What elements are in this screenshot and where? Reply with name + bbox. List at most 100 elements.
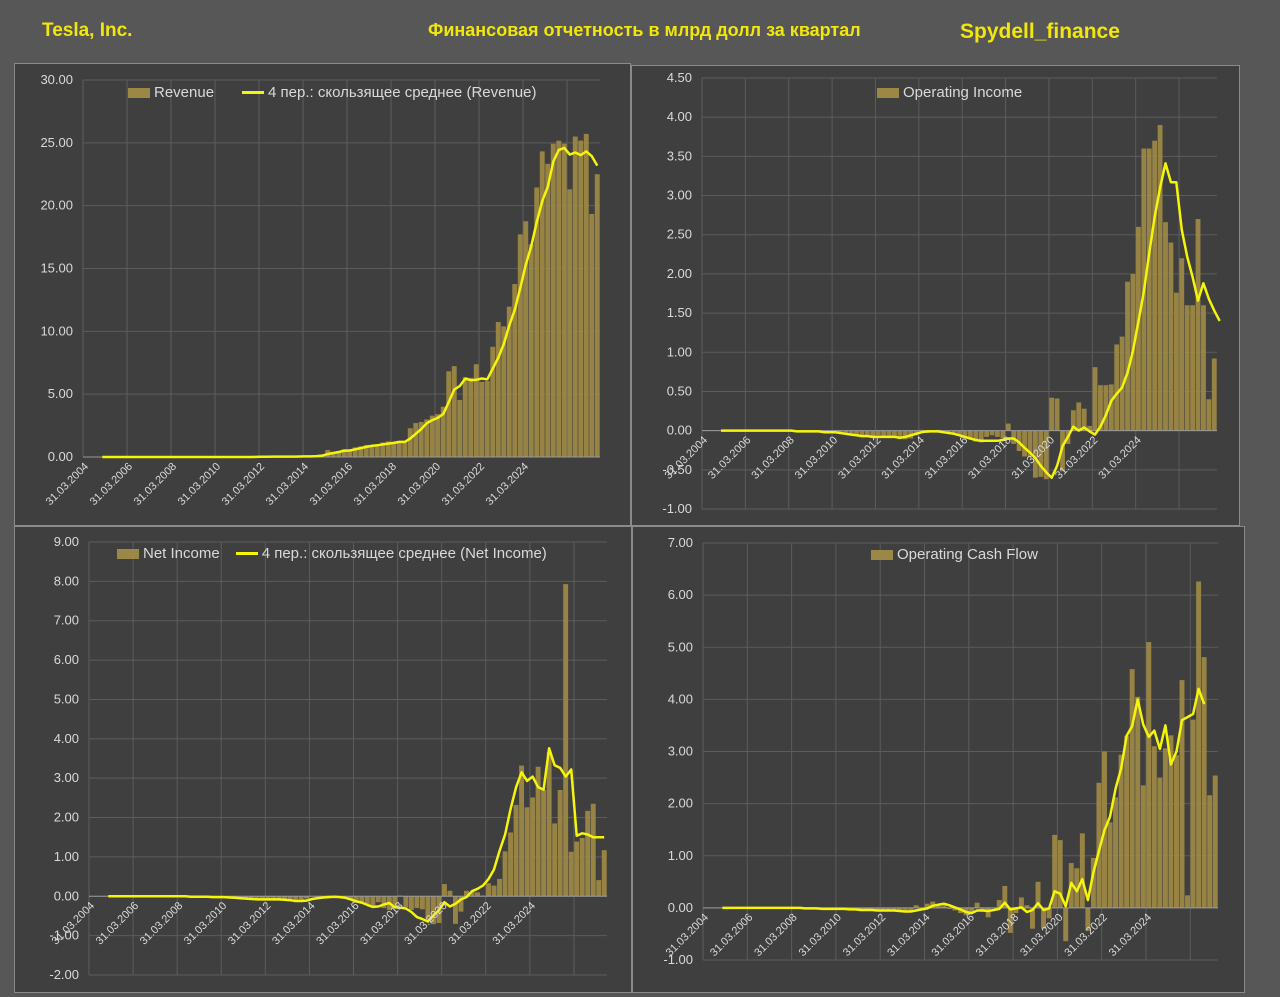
- bar: [458, 896, 464, 912]
- x-tick-label: 31.03.2022: [440, 461, 487, 508]
- bar: [523, 221, 529, 457]
- bar: [962, 430, 968, 439]
- bar: [1016, 430, 1022, 452]
- x-tick-label: 31.03.2016: [930, 912, 977, 959]
- bar: [1140, 785, 1146, 908]
- y-tick-label: 25.00: [40, 135, 73, 150]
- bar: [535, 766, 541, 897]
- x-tick-label: 31.03.2024: [1096, 434, 1143, 481]
- bar: [1030, 907, 1035, 929]
- legend-bar-swatch: [871, 549, 893, 560]
- y-tick-label: 0.00: [48, 449, 73, 464]
- bar: [385, 441, 391, 457]
- y-tick-label: 4.00: [668, 691, 693, 706]
- bar: [952, 907, 958, 911]
- bar: [880, 907, 886, 910]
- x-tick-label: 31.03.2016: [308, 461, 355, 508]
- y-tick-label: 9.00: [54, 534, 79, 549]
- bar: [567, 189, 573, 457]
- legend-bar-label: Operating Income: [903, 84, 1023, 101]
- bar: [545, 163, 551, 457]
- bar: [594, 174, 600, 457]
- x-tick-label: 31.03.2012: [836, 434, 883, 481]
- x-tick-label: 31.03.2006: [708, 912, 755, 959]
- bar: [984, 430, 990, 437]
- legend-line-label: 4 пер.: скользящее среднее (Net Income): [261, 545, 547, 562]
- y-tick-label: 3.00: [668, 744, 693, 759]
- bar: [1108, 384, 1114, 431]
- bar: [601, 850, 607, 897]
- x-tick-label: 31.03.2016: [314, 900, 361, 947]
- bar: [473, 364, 479, 457]
- bar: [1125, 281, 1130, 431]
- bar: [1085, 907, 1091, 931]
- bar: [418, 421, 424, 457]
- bar: [973, 430, 979, 442]
- bar: [464, 890, 469, 897]
- x-tick-label: 31.03.2012: [841, 912, 888, 959]
- y-tick-label: 2.00: [54, 810, 79, 825]
- bar: [557, 789, 563, 897]
- bar: [572, 136, 578, 458]
- bar: [403, 896, 409, 908]
- y-tick-label: 0.00: [668, 900, 693, 915]
- y-tick-label: 1.00: [668, 848, 693, 863]
- bar: [1113, 797, 1119, 908]
- bar: [491, 885, 497, 897]
- bar: [524, 807, 530, 897]
- bar: [370, 896, 376, 907]
- bar: [446, 371, 452, 457]
- y-tick-label: -2.00: [49, 967, 79, 982]
- bar: [902, 907, 908, 913]
- bar: [1201, 657, 1207, 908]
- y-tick-label: -1.00: [662, 501, 692, 516]
- y-tick-label: 4.00: [54, 731, 79, 746]
- bar: [539, 151, 545, 457]
- bar: [1024, 905, 1030, 908]
- bar: [1190, 719, 1196, 908]
- x-tick-label: 31.03.2012: [220, 461, 267, 508]
- bar: [298, 896, 304, 901]
- bar: [989, 430, 995, 436]
- bar: [985, 907, 991, 918]
- bar: [1032, 430, 1038, 478]
- bar: [447, 890, 453, 897]
- y-tick-label: 2.50: [667, 227, 692, 242]
- moving-average-line: [722, 687, 1206, 915]
- bar: [276, 896, 282, 900]
- bar: [550, 143, 556, 457]
- bar: [1135, 696, 1141, 908]
- bar: [967, 430, 973, 440]
- x-tick-label: 31.03.2010: [182, 900, 229, 947]
- y-tick-label: 2.00: [668, 796, 693, 811]
- bar: [957, 430, 962, 435]
- bar: [1081, 408, 1087, 431]
- bar: [282, 896, 288, 901]
- bar: [881, 430, 887, 437]
- x-tick-label: 31.03.2004: [44, 461, 91, 508]
- bar: [369, 445, 375, 457]
- legend-bar-label: Net Income: [143, 545, 220, 562]
- bar: [287, 896, 293, 901]
- x-tick-label: 31.03.2008: [752, 912, 799, 959]
- bar: [1118, 754, 1124, 908]
- bar: [941, 905, 947, 908]
- bar: [528, 244, 534, 457]
- bar: [1043, 430, 1049, 480]
- bar: [908, 907, 914, 912]
- bar: [341, 449, 347, 457]
- bar: [414, 896, 420, 909]
- bar: [1074, 868, 1080, 908]
- bar: [534, 187, 540, 457]
- operating-cash-flow-chart-svg: -1.00 0.00 1.00 2.00 3.00 4.00 5.00 6.00 7.00 31.…: [663, 535, 1218, 967]
- bar: [1057, 840, 1063, 908]
- y-tick-label: 6.00: [54, 652, 79, 667]
- legend-bar-swatch: [117, 548, 139, 559]
- x-tick-label: 31.03.2012: [226, 900, 273, 947]
- operating-cash-flow-legend: Operating Cash Flow: [871, 546, 1038, 563]
- bar: [1060, 430, 1065, 472]
- bar: [358, 446, 364, 457]
- bar: [848, 430, 854, 436]
- bar: [457, 399, 463, 457]
- bar: [265, 896, 271, 900]
